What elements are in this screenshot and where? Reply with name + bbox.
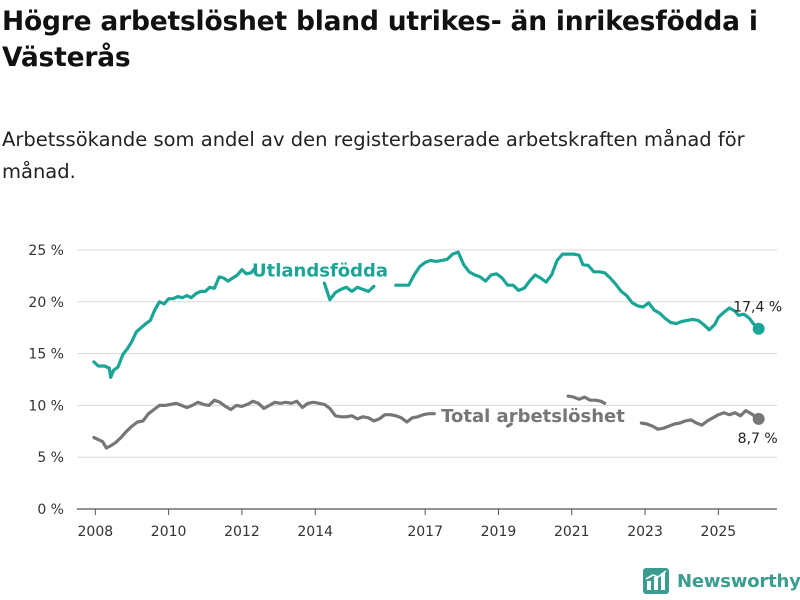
- series-label-utlandsfodda: Utlandsfödda: [252, 261, 388, 282]
- x-tick-label: 2017: [407, 524, 443, 540]
- chart-title: Högre arbetslöshet bland utrikes- än inr…: [2, 6, 758, 73]
- brand-name: Newsworthy: [677, 570, 800, 592]
- chart-subtitle: Arbetssökande som andel av den registerb…: [2, 128, 745, 183]
- series-line-total: [566, 394, 607, 405]
- end-point-total: [752, 412, 765, 425]
- end-value-label: 8,7 %: [738, 431, 778, 447]
- series-line-utlandsfodda: [92, 267, 257, 379]
- x-tick-label: 2012: [224, 524, 260, 540]
- series-label-total: Total arbetslöshet: [441, 406, 625, 427]
- end-point-utlandsfodda: [752, 322, 765, 335]
- y-tick-label: 5 %: [37, 450, 64, 466]
- newsworthy-logo-icon: [643, 568, 669, 594]
- x-tick-label: 2008: [78, 524, 114, 540]
- x-tick-label: 2019: [481, 524, 517, 540]
- y-tick-label: 10 %: [28, 398, 64, 414]
- end-value-label: 17,4 %: [733, 300, 782, 316]
- x-tick-label: 2023: [627, 524, 663, 540]
- series-line-utlandsfodda: [322, 281, 376, 302]
- y-tick-label: 25 %: [28, 243, 64, 259]
- y-tick-label: 15 %: [28, 347, 64, 363]
- series-line-total: [92, 398, 436, 450]
- y-tick-label: 20 %: [28, 295, 64, 311]
- series-line-total: [639, 409, 761, 431]
- x-tick-label: 2021: [554, 524, 590, 540]
- series-line-utlandsfodda: [394, 250, 761, 332]
- x-tick-label: 2010: [151, 524, 187, 540]
- y-tick-label: 0 %: [37, 502, 64, 518]
- newsworthy-brand: Newsworthy: [643, 568, 800, 594]
- series-line-total: [506, 422, 513, 428]
- x-tick-label: 2025: [701, 524, 737, 540]
- x-tick-label: 2014: [297, 524, 333, 540]
